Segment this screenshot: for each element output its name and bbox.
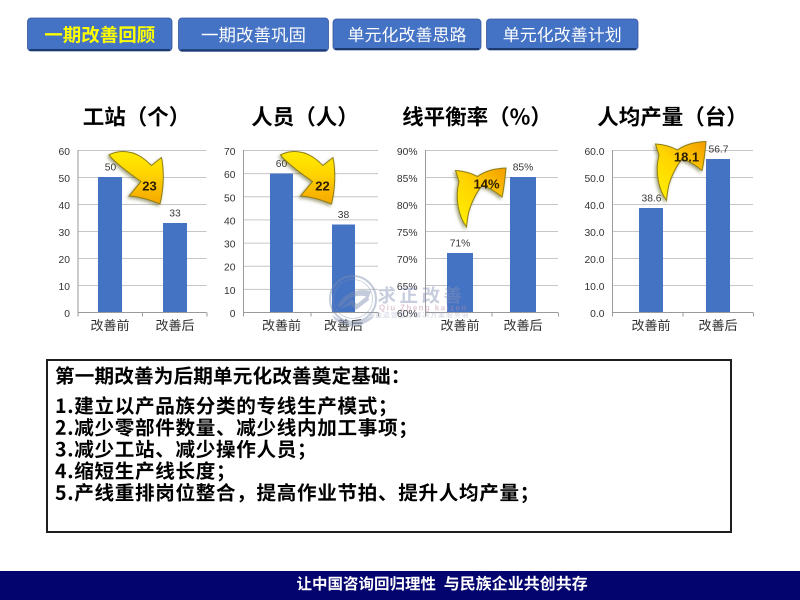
svg-text:40: 40 xyxy=(59,201,71,212)
svg-text:70%: 70% xyxy=(397,255,418,266)
svg-text:85%: 85% xyxy=(513,163,534,174)
svg-text:50: 50 xyxy=(105,163,117,174)
svg-text:40.0: 40.0 xyxy=(584,201,604,212)
svg-text:85%: 85% xyxy=(397,174,418,185)
svg-text:75%: 75% xyxy=(397,228,418,239)
svg-text:38: 38 xyxy=(338,210,350,221)
svg-text:33: 33 xyxy=(169,209,181,220)
svg-text:20.0: 20.0 xyxy=(584,255,604,266)
svg-text:60: 60 xyxy=(276,159,288,170)
svg-text:80%: 80% xyxy=(397,201,418,212)
svg-text:0: 0 xyxy=(230,309,236,320)
svg-text:50: 50 xyxy=(224,193,236,204)
svg-text:14%: 14% xyxy=(473,177,499,192)
svg-text:70: 70 xyxy=(224,147,236,158)
svg-text:38.6: 38.6 xyxy=(641,194,661,205)
svg-text:0.0: 0.0 xyxy=(590,309,605,320)
svg-text:60: 60 xyxy=(59,147,71,158)
svg-text:60.0: 60.0 xyxy=(584,147,604,158)
svg-text:0: 0 xyxy=(64,309,70,320)
svg-text:30.0: 30.0 xyxy=(584,228,604,239)
svg-text:10.0: 10.0 xyxy=(584,282,604,293)
svg-text:18.1: 18.1 xyxy=(674,149,699,164)
svg-text:50.0: 50.0 xyxy=(584,174,604,185)
svg-text:20: 20 xyxy=(59,255,71,266)
svg-text:22: 22 xyxy=(315,178,329,193)
svg-text:30: 30 xyxy=(59,228,71,239)
svg-text:10: 10 xyxy=(59,282,71,293)
svg-text:40: 40 xyxy=(224,216,236,227)
svg-text:10: 10 xyxy=(224,286,236,297)
svg-text:20: 20 xyxy=(224,263,236,274)
svg-text:71%: 71% xyxy=(450,239,471,250)
svg-text:30: 30 xyxy=(224,240,236,251)
svg-text:Qiu Zheng kaizen: Qiu Zheng kaizen xyxy=(379,304,468,313)
svg-text:56.7: 56.7 xyxy=(708,145,728,156)
svg-text:50: 50 xyxy=(59,174,71,185)
svg-text:23: 23 xyxy=(142,178,156,193)
svg-text:90%: 90% xyxy=(397,147,418,158)
svg-text:60: 60 xyxy=(224,170,236,181)
